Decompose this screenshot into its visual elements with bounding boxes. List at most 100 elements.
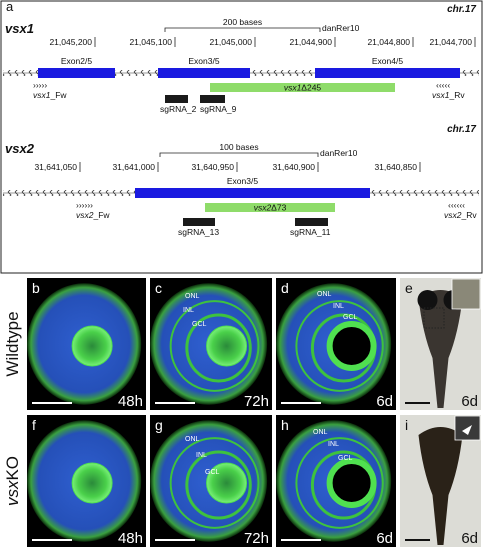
- layer-label: ONL: [313, 429, 328, 436]
- primer-label-italic: vsx1: [432, 90, 450, 100]
- time-label: 72h: [244, 393, 269, 410]
- coordinate: 21,044,700: [429, 37, 472, 47]
- plexiform-layer: [169, 437, 260, 529]
- lens: [71, 325, 113, 367]
- lens: [326, 321, 377, 371]
- primer-label-rest: _Fw: [49, 90, 67, 100]
- plexiform-layer: [185, 313, 252, 383]
- primer-label: vsx1_Rv: [432, 90, 465, 100]
- row-label-rest: KO: [3, 456, 22, 481]
- arrowhead: [462, 425, 472, 435]
- panel-label: d: [281, 280, 289, 296]
- primer-arrows: ‹‹‹‹‹: [436, 80, 450, 90]
- larva: [418, 290, 463, 408]
- assembly: danRer10: [320, 148, 358, 158]
- lens: [326, 458, 377, 508]
- plexiform-layer: [295, 300, 384, 392]
- exon-label: Exon4/5: [372, 56, 403, 66]
- exon: [135, 188, 370, 198]
- row-label: vsxKO: [3, 456, 22, 506]
- panel-label: i: [405, 417, 408, 433]
- sgrna-label: sgRNA_11: [290, 227, 331, 237]
- panel-frame: [0, 0, 483, 274]
- time-label: 6d: [376, 393, 393, 410]
- coordinate: 31,641,000: [112, 162, 155, 172]
- plexiform-layer: [185, 450, 252, 520]
- coordinate: 21,044,800: [367, 37, 410, 47]
- gene-name: vsx2: [5, 141, 35, 156]
- primer-label: vsx1_Fw: [33, 90, 67, 100]
- exon: [158, 68, 250, 78]
- coordinate: 21,044,900: [289, 37, 332, 47]
- primer-label-rest: _Rv: [448, 90, 465, 100]
- layer-label: GCL: [338, 455, 353, 462]
- primer-label-italic: vsx2: [444, 210, 462, 220]
- exon-label: Exon3/5: [227, 176, 258, 186]
- primer-arrows: ›››››: [33, 80, 47, 90]
- micrograph: i 6d: [400, 415, 481, 547]
- layer-label: ONL: [185, 436, 200, 443]
- scale-label: 100 bases: [219, 142, 258, 152]
- exon: [38, 68, 115, 78]
- layer-label: INL: [196, 452, 207, 459]
- layer-label: ONL: [185, 293, 200, 300]
- time-label: 6d: [461, 393, 478, 410]
- time-label: 48h: [118, 393, 143, 410]
- panel-label: f: [32, 417, 36, 433]
- inset: [451, 278, 481, 310]
- layer-label: ONL: [317, 291, 332, 298]
- deletion-label-rest: Δ245: [301, 83, 321, 93]
- time-label: 6d: [461, 530, 478, 547]
- layer-label: INL: [328, 441, 339, 448]
- coordinate: 31,640,850: [374, 162, 417, 172]
- micrograph: f 48h: [27, 415, 146, 547]
- micrograph: g 72h ONL INL GCL: [150, 415, 272, 547]
- time-label: 72h: [244, 530, 269, 547]
- coordinate: 21,045,200: [49, 37, 92, 47]
- deletion: [210, 83, 395, 92]
- gene-name: vsx1: [5, 21, 34, 36]
- layer-label: GCL: [192, 321, 207, 328]
- scale-label: 200 bases: [223, 17, 262, 27]
- deletion-label-italic: vsx2: [254, 203, 272, 213]
- primer-label-italic: vsx2: [76, 210, 94, 220]
- row-label: Wildtype: [3, 311, 22, 376]
- chromosome: chr.17: [447, 4, 476, 15]
- lens: [206, 462, 248, 504]
- lens: [71, 462, 113, 504]
- panel-label: g: [155, 417, 163, 433]
- deletion-label: vsx2Δ73: [254, 203, 287, 213]
- panel-label: c: [155, 280, 162, 296]
- exon-label: Exon2/5: [61, 56, 92, 66]
- primer-label: vsx2_Fw: [76, 210, 110, 220]
- sgrna-label: sgRNA_2: [160, 104, 197, 114]
- lens: [206, 325, 248, 367]
- panel-label: a: [6, 0, 14, 14]
- layer-label: INL: [183, 307, 194, 314]
- zoom-box: [423, 307, 445, 329]
- deletion-label-rest: Δ73: [271, 203, 286, 213]
- chromosome: chr.17: [447, 124, 476, 135]
- plexiform-layer: [169, 300, 260, 392]
- time-label: 48h: [118, 530, 143, 547]
- eye: [417, 290, 438, 310]
- larva: [418, 427, 463, 545]
- sgrna: [183, 218, 215, 226]
- coordinate: 21,045,000: [209, 37, 252, 47]
- primer-label-italic: vsx1: [33, 90, 51, 100]
- panel-label: b: [32, 280, 40, 296]
- panel-label: h: [281, 417, 289, 433]
- deletion: [205, 203, 335, 212]
- scale-bracket: [159, 152, 319, 157]
- exon: [315, 68, 460, 78]
- sgrna-label: sgRNA_13: [178, 227, 219, 237]
- panel-label: e: [405, 280, 413, 296]
- micrograph: e 6d: [400, 278, 481, 410]
- sgrna: [165, 95, 188, 103]
- micrograph: c 72h ONL INL GCL: [150, 278, 272, 410]
- row-label-italic: vsx: [3, 480, 22, 506]
- deletion-label-italic: vsx1: [284, 83, 302, 93]
